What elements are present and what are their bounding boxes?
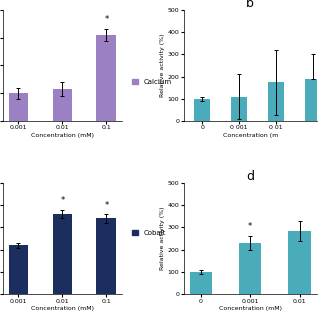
Bar — [190, 272, 212, 294]
X-axis label: Concentration (mM): Concentration (mM) — [31, 133, 94, 138]
Y-axis label: Relative activity (%): Relative activity (%) — [160, 207, 165, 270]
Title: b: b — [246, 0, 254, 10]
Bar — [52, 214, 72, 294]
Bar — [231, 97, 247, 121]
Bar — [9, 93, 28, 121]
X-axis label: Concentration (mM): Concentration (mM) — [219, 306, 282, 311]
Bar — [289, 231, 311, 294]
Bar — [268, 82, 284, 121]
Bar — [194, 99, 210, 121]
Legend: Cobalt: Cobalt — [130, 228, 168, 237]
Title: d: d — [246, 170, 254, 183]
Text: *: * — [104, 201, 108, 210]
Bar — [96, 219, 116, 294]
Bar — [239, 243, 261, 294]
X-axis label: Concentration (m: Concentration (m — [222, 133, 278, 138]
Text: *: * — [60, 196, 65, 205]
Text: *: * — [248, 222, 252, 231]
Bar — [52, 89, 72, 121]
Text: *: * — [104, 15, 108, 24]
Bar — [96, 35, 116, 121]
Legend: Calcium: Calcium — [130, 78, 173, 87]
Y-axis label: Relative activity (%): Relative activity (%) — [160, 34, 165, 97]
Bar — [9, 245, 28, 294]
X-axis label: Concentration (mM): Concentration (mM) — [31, 306, 94, 311]
Bar — [305, 79, 320, 121]
